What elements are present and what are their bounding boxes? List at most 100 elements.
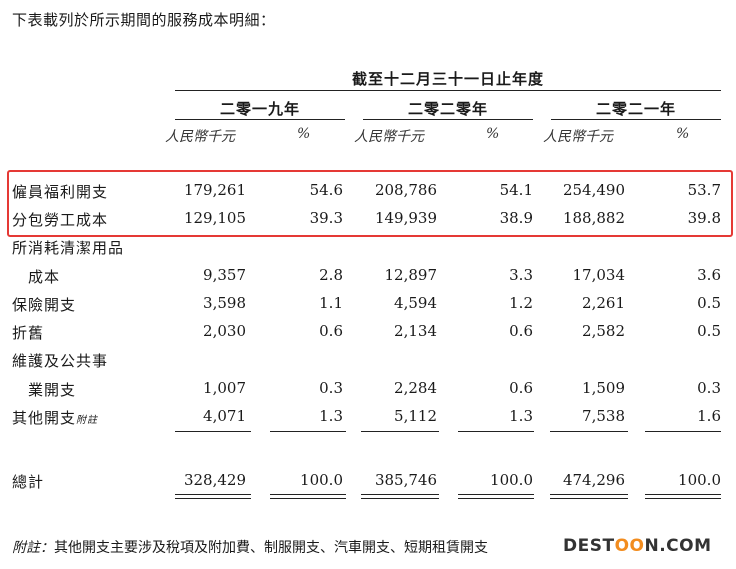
subtotal-rule <box>458 431 534 432</box>
cell-2020-amount: 208,786 <box>374 181 437 199</box>
table-row: 僱員福利開支 179,261 54.6 208,786 54.1 254,490… <box>0 181 736 203</box>
footnote-text: 其他開支主要涉及稅項及附加費、制服開支、汽車開支、短期租賃開支 <box>54 540 488 556</box>
table-row: 其他開支附註 4,071 1.3 5,112 1.3 7,538 1.6 <box>0 407 736 429</box>
subtotal-rule <box>645 431 721 432</box>
total-2021-amount: 474,296 <box>562 471 625 489</box>
cell-2019-pct: 2.8 <box>319 266 343 284</box>
cell-2021-amount: 2,582 <box>582 322 625 340</box>
table-row: 業開支 1,007 0.3 2,284 0.6 1,509 0.3 <box>0 379 736 401</box>
unit-pct-2021: % <box>676 126 690 142</box>
watermark-logo: DESTOON.COM <box>563 536 712 556</box>
row-label: 分包勞工成本 <box>12 211 109 229</box>
year-2020-underline <box>363 119 533 120</box>
total-double-rule <box>175 498 251 499</box>
cell-2019-pct: 54.6 <box>309 181 343 199</box>
total-2019-pct: 100.0 <box>300 471 343 489</box>
row-label: 折舊 <box>12 324 45 342</box>
cell-2021-pct: 1.6 <box>697 407 721 425</box>
highlight-box <box>7 170 733 237</box>
cell-2019-amount: 2,030 <box>203 322 246 340</box>
total-top-rule <box>550 494 628 495</box>
cell-2020-amount: 149,939 <box>374 209 437 227</box>
watermark-part: O <box>629 536 645 556</box>
row-label: 保險開支 <box>12 296 77 314</box>
cell-2020-pct: 54.1 <box>499 181 533 199</box>
unit-pct-2019: % <box>297 126 311 142</box>
table-row: 分包勞工成本 129,105 39.3 149,939 38.9 188,882… <box>0 209 736 231</box>
row-label: 維護及公共事 <box>12 352 109 370</box>
subtotal-rule <box>361 431 439 432</box>
cell-2021-pct: 3.6 <box>697 266 721 284</box>
total-2020-pct: 100.0 <box>490 471 533 489</box>
row-label: 其他開支附註 <box>12 407 98 428</box>
period-underline <box>175 90 721 91</box>
row-label-continued: 業開支 <box>28 381 77 399</box>
cell-2019-pct: 0.6 <box>319 322 343 340</box>
subtotal-rule <box>550 431 628 432</box>
row-label: 所消耗清潔用品 <box>12 239 125 257</box>
footnote-marker: 附註 <box>76 415 99 426</box>
total-top-rule <box>361 494 439 495</box>
row-label: 僱員福利開支 <box>12 183 109 201</box>
cell-2021-pct: 39.8 <box>687 209 721 227</box>
total-2019-amount: 328,429 <box>183 471 246 489</box>
cell-2021-pct: 0.3 <box>697 379 721 397</box>
unit-amount-2021: 人民幣千元 <box>543 129 613 145</box>
cell-2019-pct: 1.1 <box>319 294 343 312</box>
unit-amount-2020: 人民幣千元 <box>354 129 424 145</box>
cell-2021-amount: 254,490 <box>562 181 625 199</box>
cell-2021-amount: 17,034 <box>572 266 626 284</box>
table-row: 折舊 2,030 0.6 2,134 0.6 2,582 0.5 <box>0 322 736 344</box>
total-top-rule <box>270 494 346 495</box>
cell-2019-amount: 9,357 <box>203 266 246 284</box>
cell-2020-amount: 2,134 <box>394 322 437 340</box>
subtotal-rule <box>175 431 251 432</box>
table-row-label-line: 維護及公共事 <box>0 350 736 372</box>
cell-2021-pct: 53.7 <box>687 181 721 199</box>
cell-2019-pct: 0.3 <box>319 379 343 397</box>
total-2021-pct: 100.0 <box>678 471 721 489</box>
row-label-text: 其他開支 <box>12 409 77 427</box>
footnote: 附註：其他開支主要涉及稅項及附加費、制服開支、汽車開支、短期租賃開支 <box>12 537 488 557</box>
cell-2021-pct: 0.5 <box>697 322 721 340</box>
total-double-rule <box>550 498 628 499</box>
cell-2021-pct: 0.5 <box>697 294 721 312</box>
intro-text: 下表載列於所示期間的服務成本明細： <box>12 11 276 29</box>
cell-2020-pct: 0.6 <box>509 322 533 340</box>
total-double-rule <box>270 498 346 499</box>
cell-2020-amount: 4,594 <box>394 294 437 312</box>
cell-2019-amount: 3,598 <box>203 294 246 312</box>
total-label: 總計 <box>12 473 45 491</box>
unit-pct-2020: % <box>486 126 500 142</box>
cell-2020-amount: 5,112 <box>394 407 437 425</box>
footnote-label: 附註： <box>12 540 54 556</box>
cell-2020-pct: 38.9 <box>499 209 533 227</box>
cell-2020-amount: 2,284 <box>394 379 437 397</box>
year-2019-header: 二零一九年 <box>219 100 300 118</box>
year-2021-underline <box>551 119 721 120</box>
total-2020-amount: 385,746 <box>374 471 437 489</box>
subtotal-rule <box>270 431 346 432</box>
row-label-continued: 成本 <box>28 268 61 286</box>
cell-2021-amount: 188,882 <box>562 209 625 227</box>
total-double-rule <box>645 498 721 499</box>
cell-2019-amount: 179,261 <box>183 181 246 199</box>
period-header: 截至十二月三十一日止年度 <box>351 70 544 88</box>
cell-2021-amount: 7,538 <box>582 407 625 425</box>
year-2020-header: 二零二零年 <box>407 100 488 118</box>
cell-2019-pct: 1.3 <box>319 407 343 425</box>
total-top-rule <box>175 494 251 495</box>
total-top-rule <box>645 494 721 495</box>
cell-2019-amount: 1,007 <box>203 379 246 397</box>
cell-2021-amount: 2,261 <box>582 294 625 312</box>
cell-2020-pct: 3.3 <box>509 266 533 284</box>
cell-2019-pct: 39.3 <box>309 209 343 227</box>
cell-2020-pct: 1.2 <box>509 294 533 312</box>
total-double-rule <box>458 498 534 499</box>
unit-amount-2019: 人民幣千元 <box>165 129 235 145</box>
cell-2019-amount: 4,071 <box>203 407 246 425</box>
cell-2020-pct: 1.3 <box>509 407 533 425</box>
cell-2020-pct: 0.6 <box>509 379 533 397</box>
year-2021-header: 二零二一年 <box>595 100 676 118</box>
watermark-part: O <box>614 536 630 556</box>
